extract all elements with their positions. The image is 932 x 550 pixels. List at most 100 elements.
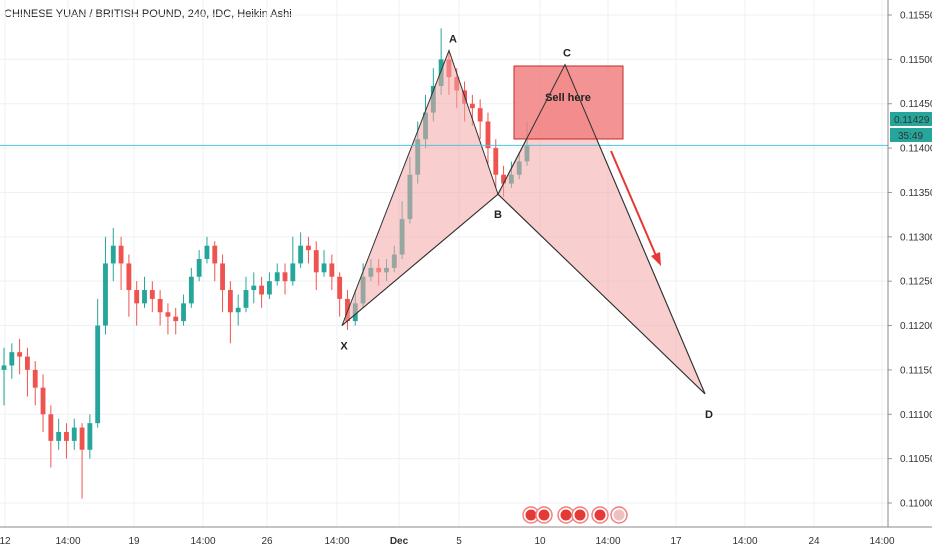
candle-body	[298, 245, 304, 264]
sell-zone-label: Sell here	[545, 92, 591, 104]
y-tick-label: 0.11350	[900, 188, 932, 199]
candle-body	[493, 148, 499, 175]
event-marker-icon	[610, 506, 628, 524]
down-arrow-head	[651, 252, 661, 266]
countdown-tag-bg	[890, 128, 932, 142]
candle-body	[17, 352, 23, 357]
candle-body	[1, 365, 7, 370]
y-tick-label: 0.11450	[900, 99, 932, 110]
candle-body	[95, 325, 101, 424]
x-tick-label: 14:00	[324, 536, 349, 547]
event-marker-icon	[522, 506, 540, 524]
countdown-tag: 35:49	[890, 128, 932, 142]
candle-body	[306, 245, 311, 251]
pattern-triangle-xab	[341, 49, 499, 326]
candle-body	[266, 281, 272, 295]
candle-body	[243, 290, 249, 308]
event-marker-dot	[594, 509, 606, 521]
candle-body	[212, 245, 218, 264]
pattern-leg-bd	[497, 193, 706, 395]
candle-body	[329, 263, 335, 277]
candle-body	[220, 263, 225, 291]
y-tick-label: 0.11150	[900, 365, 932, 376]
candle-body	[142, 290, 147, 304]
pattern-point-label-d: D	[705, 409, 713, 421]
candle-body	[313, 250, 319, 273]
candle-body	[227, 290, 233, 313]
time-axis[interactable]: 12 14:00 19 14:00 26 14:00 Dec 5 10 14:00 17 14:00 2…	[0, 526, 932, 547]
candle-body	[126, 263, 132, 291]
candle-body	[103, 263, 108, 326]
x-tick-label: 14:00	[869, 536, 894, 547]
current-price-tag-bg	[890, 112, 932, 126]
candle-body	[32, 369, 38, 388]
candle-body	[321, 263, 327, 273]
pattern-point-label-a: A	[449, 33, 457, 45]
candle-body	[87, 423, 93, 450]
candle-body	[469, 103, 475, 109]
x-tick-label: 5	[456, 536, 462, 547]
event-marker-icon	[535, 506, 553, 524]
candle-body	[235, 307, 241, 313]
candle-body	[290, 263, 296, 282]
pattern-leg-cd	[564, 64, 706, 395]
candle-body	[501, 174, 507, 184]
y-tick-label: 0.11100	[900, 410, 932, 421]
candle-body	[9, 352, 15, 366]
y-tick-label: 0.11300	[900, 232, 932, 243]
candle-body	[157, 298, 163, 313]
candle-body	[118, 245, 124, 264]
y-tick-label: 0.11550	[900, 11, 932, 22]
event-markers	[522, 506, 628, 524]
candle-body	[196, 259, 202, 277]
candle-body	[48, 414, 54, 441]
event-marker-dot	[560, 509, 572, 521]
candle-body	[165, 312, 171, 317]
current-price-tag: 0.11429	[890, 112, 932, 126]
candle-body	[24, 356, 30, 370]
x-tick-label: 24	[808, 536, 820, 547]
y-tick-label: 0.11200	[900, 321, 932, 332]
event-marker-dot	[525, 509, 537, 521]
current-price-label: 0.11429	[894, 115, 930, 126]
sell-zone	[513, 65, 624, 140]
event-marker-dot	[538, 509, 550, 521]
candle-body	[259, 285, 265, 295]
x-tick-label: 26	[261, 536, 273, 547]
x-tick-label: 14:00	[732, 536, 757, 547]
countdown-label: 35:49	[898, 131, 923, 142]
x-tick-label: 10	[534, 536, 546, 547]
y-tick-label: 0.11400	[900, 144, 932, 155]
overlays: Sell here	[0, 64, 888, 395]
candle-body	[477, 108, 483, 122]
y-tick-label: 0.11500	[900, 55, 932, 66]
pattern-leg-bc	[497, 64, 566, 195]
candle-body	[345, 298, 350, 322]
x-tick-label: 19	[128, 536, 140, 547]
y-tick-label: 0.11050	[900, 454, 932, 465]
candle-body	[110, 245, 116, 264]
candle-body	[64, 432, 69, 441]
x-tick-label: 14:00	[595, 536, 620, 547]
y-tick-label: 0.11000	[900, 499, 932, 510]
price-axis[interactable]: 0.11550 0.11500 0.11450 0.11400 0.11350 0.113…	[887, 0, 932, 527]
candle-body	[181, 303, 186, 322]
harmonic-pattern[interactable]: X A B C D	[340, 33, 713, 420]
candle-body	[282, 272, 288, 282]
event-marker-dot	[613, 509, 625, 521]
x-tick-label: 12	[0, 536, 11, 547]
candle-body	[134, 290, 140, 304]
pattern-point-label-c: C	[563, 48, 571, 60]
candle-body	[40, 387, 46, 415]
candle-body	[337, 276, 343, 299]
x-tick-label: 17	[670, 536, 682, 547]
pattern-leg-xb	[341, 193, 499, 326]
y-tick-label: 0.11250	[900, 277, 932, 288]
candle-body	[173, 316, 179, 322]
candle-body	[71, 427, 77, 441]
candle-body	[485, 121, 491, 149]
pattern-point-label-b: B	[494, 209, 502, 221]
x-tick-label: 14:00	[190, 536, 215, 547]
candle-body	[79, 427, 85, 450]
